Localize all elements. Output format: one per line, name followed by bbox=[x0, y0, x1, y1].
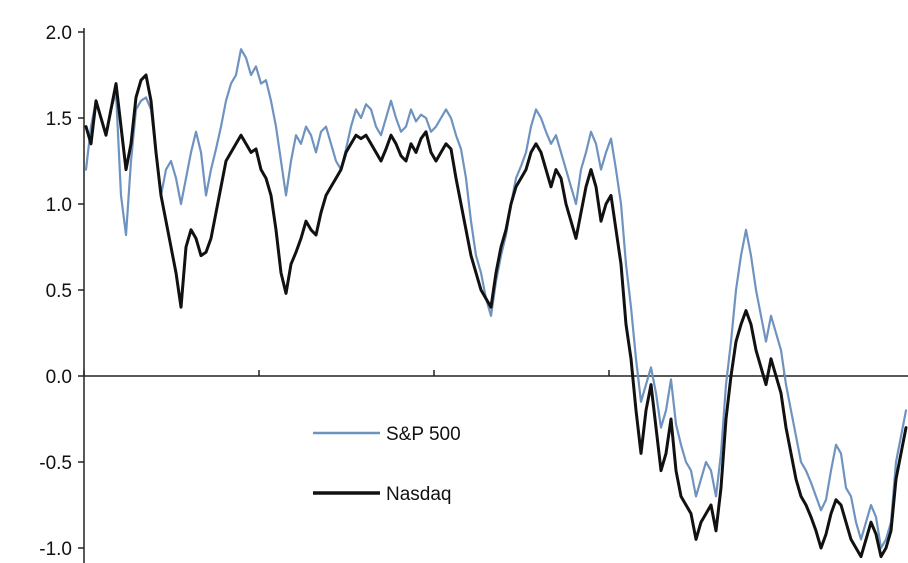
series-line-nasdaq bbox=[84, 73, 908, 559]
series-layer bbox=[84, 48, 908, 559]
y-tick-label: 0.5 bbox=[46, 281, 72, 302]
y-tick-label: -0.5 bbox=[39, 453, 72, 474]
y-tick-label: 2.0 bbox=[46, 23, 72, 44]
y-tick-label: -1.0 bbox=[39, 539, 72, 560]
y-axis: 2.0 1.5 1.0 0.5 0.0 -0.5 -1.0 bbox=[39, 23, 85, 563]
legend: S&P 500 Nasdaq bbox=[313, 424, 461, 505]
series-line-s-p-500 bbox=[84, 48, 908, 550]
y-tick-label: 1.0 bbox=[46, 195, 72, 216]
legend-label-s-p-500: S&P 500 bbox=[386, 424, 461, 445]
y-tick-label: 1.5 bbox=[46, 109, 72, 130]
legend-label-nasdaq: Nasdaq bbox=[386, 484, 452, 505]
y-tick-label: 0.0 bbox=[46, 367, 72, 388]
